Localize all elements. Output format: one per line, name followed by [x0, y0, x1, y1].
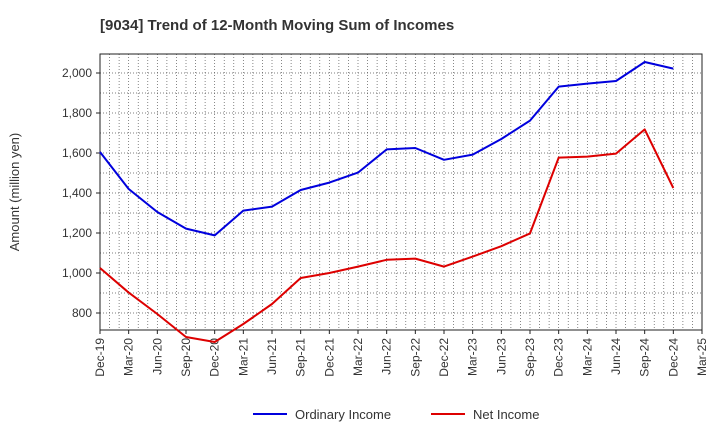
y-axis: 800 1,000 1,200 1,400 1,600 1,800 2,000: [62, 66, 100, 320]
x-tick-label: Dec-19: [93, 338, 107, 377]
chart-title: [9034] Trend of 12-Month Moving Sum of I…: [100, 17, 454, 34]
y-tick-label: 1,600: [62, 146, 92, 160]
x-tick-label: Mar-21: [236, 338, 250, 376]
x-tick-label: Jun-20: [150, 338, 164, 375]
x-tick-label: Sep-21: [294, 338, 308, 377]
x-tick-label: Dec-23: [552, 338, 566, 377]
series-lines: [99, 61, 675, 343]
x-tick-label: Dec-24: [666, 338, 680, 377]
series-line-ordinary-income: [99, 61, 674, 237]
legend: Ordinary Income Net Income: [253, 407, 539, 422]
series-line-net-income: [99, 128, 675, 343]
x-tick-label: Sep-23: [523, 338, 537, 377]
y-tick-label: 800: [72, 306, 92, 320]
x-tick-label: Sep-20: [179, 338, 193, 377]
x-tick-label: Jun-21: [265, 338, 279, 375]
x-tick-label: Jun-23: [494, 338, 508, 375]
plot-frame: [99, 53, 703, 331]
grid: [100, 54, 702, 330]
x-tick-label: Mar-22: [351, 338, 365, 376]
y-tick-label: 1,200: [62, 226, 92, 240]
x-tick-label: Jun-24: [609, 338, 623, 375]
y-tick-label: 1,000: [62, 266, 92, 280]
x-tick-label: Sep-24: [638, 338, 652, 377]
y-axis-label: Amount (million yen): [7, 133, 22, 252]
x-tick-label: Mar-20: [122, 338, 136, 376]
y-tick-label: 1,800: [62, 106, 92, 120]
x-tick-label: Dec-21: [322, 338, 336, 377]
x-axis: Dec-19 Mar-20 Jun-20 Sep-20 Dec-20 Mar-21 Jun-…: [93, 330, 709, 377]
y-tick-label: 1,400: [62, 186, 92, 200]
x-tick-label: Dec-22: [437, 338, 451, 377]
y-tick-label: 2,000: [62, 66, 92, 80]
x-tick-label: Dec-20: [208, 338, 222, 377]
x-tick-label: Mar-25: [695, 338, 709, 376]
legend-label-ordinary-income: Ordinary Income: [295, 407, 391, 422]
x-tick-label: Jun-22: [380, 338, 394, 375]
x-tick-label: Sep-22: [408, 338, 422, 377]
x-tick-label: Mar-23: [466, 338, 480, 376]
legend-label-net-income: Net Income: [473, 407, 539, 422]
x-tick-label: Mar-24: [580, 338, 594, 376]
